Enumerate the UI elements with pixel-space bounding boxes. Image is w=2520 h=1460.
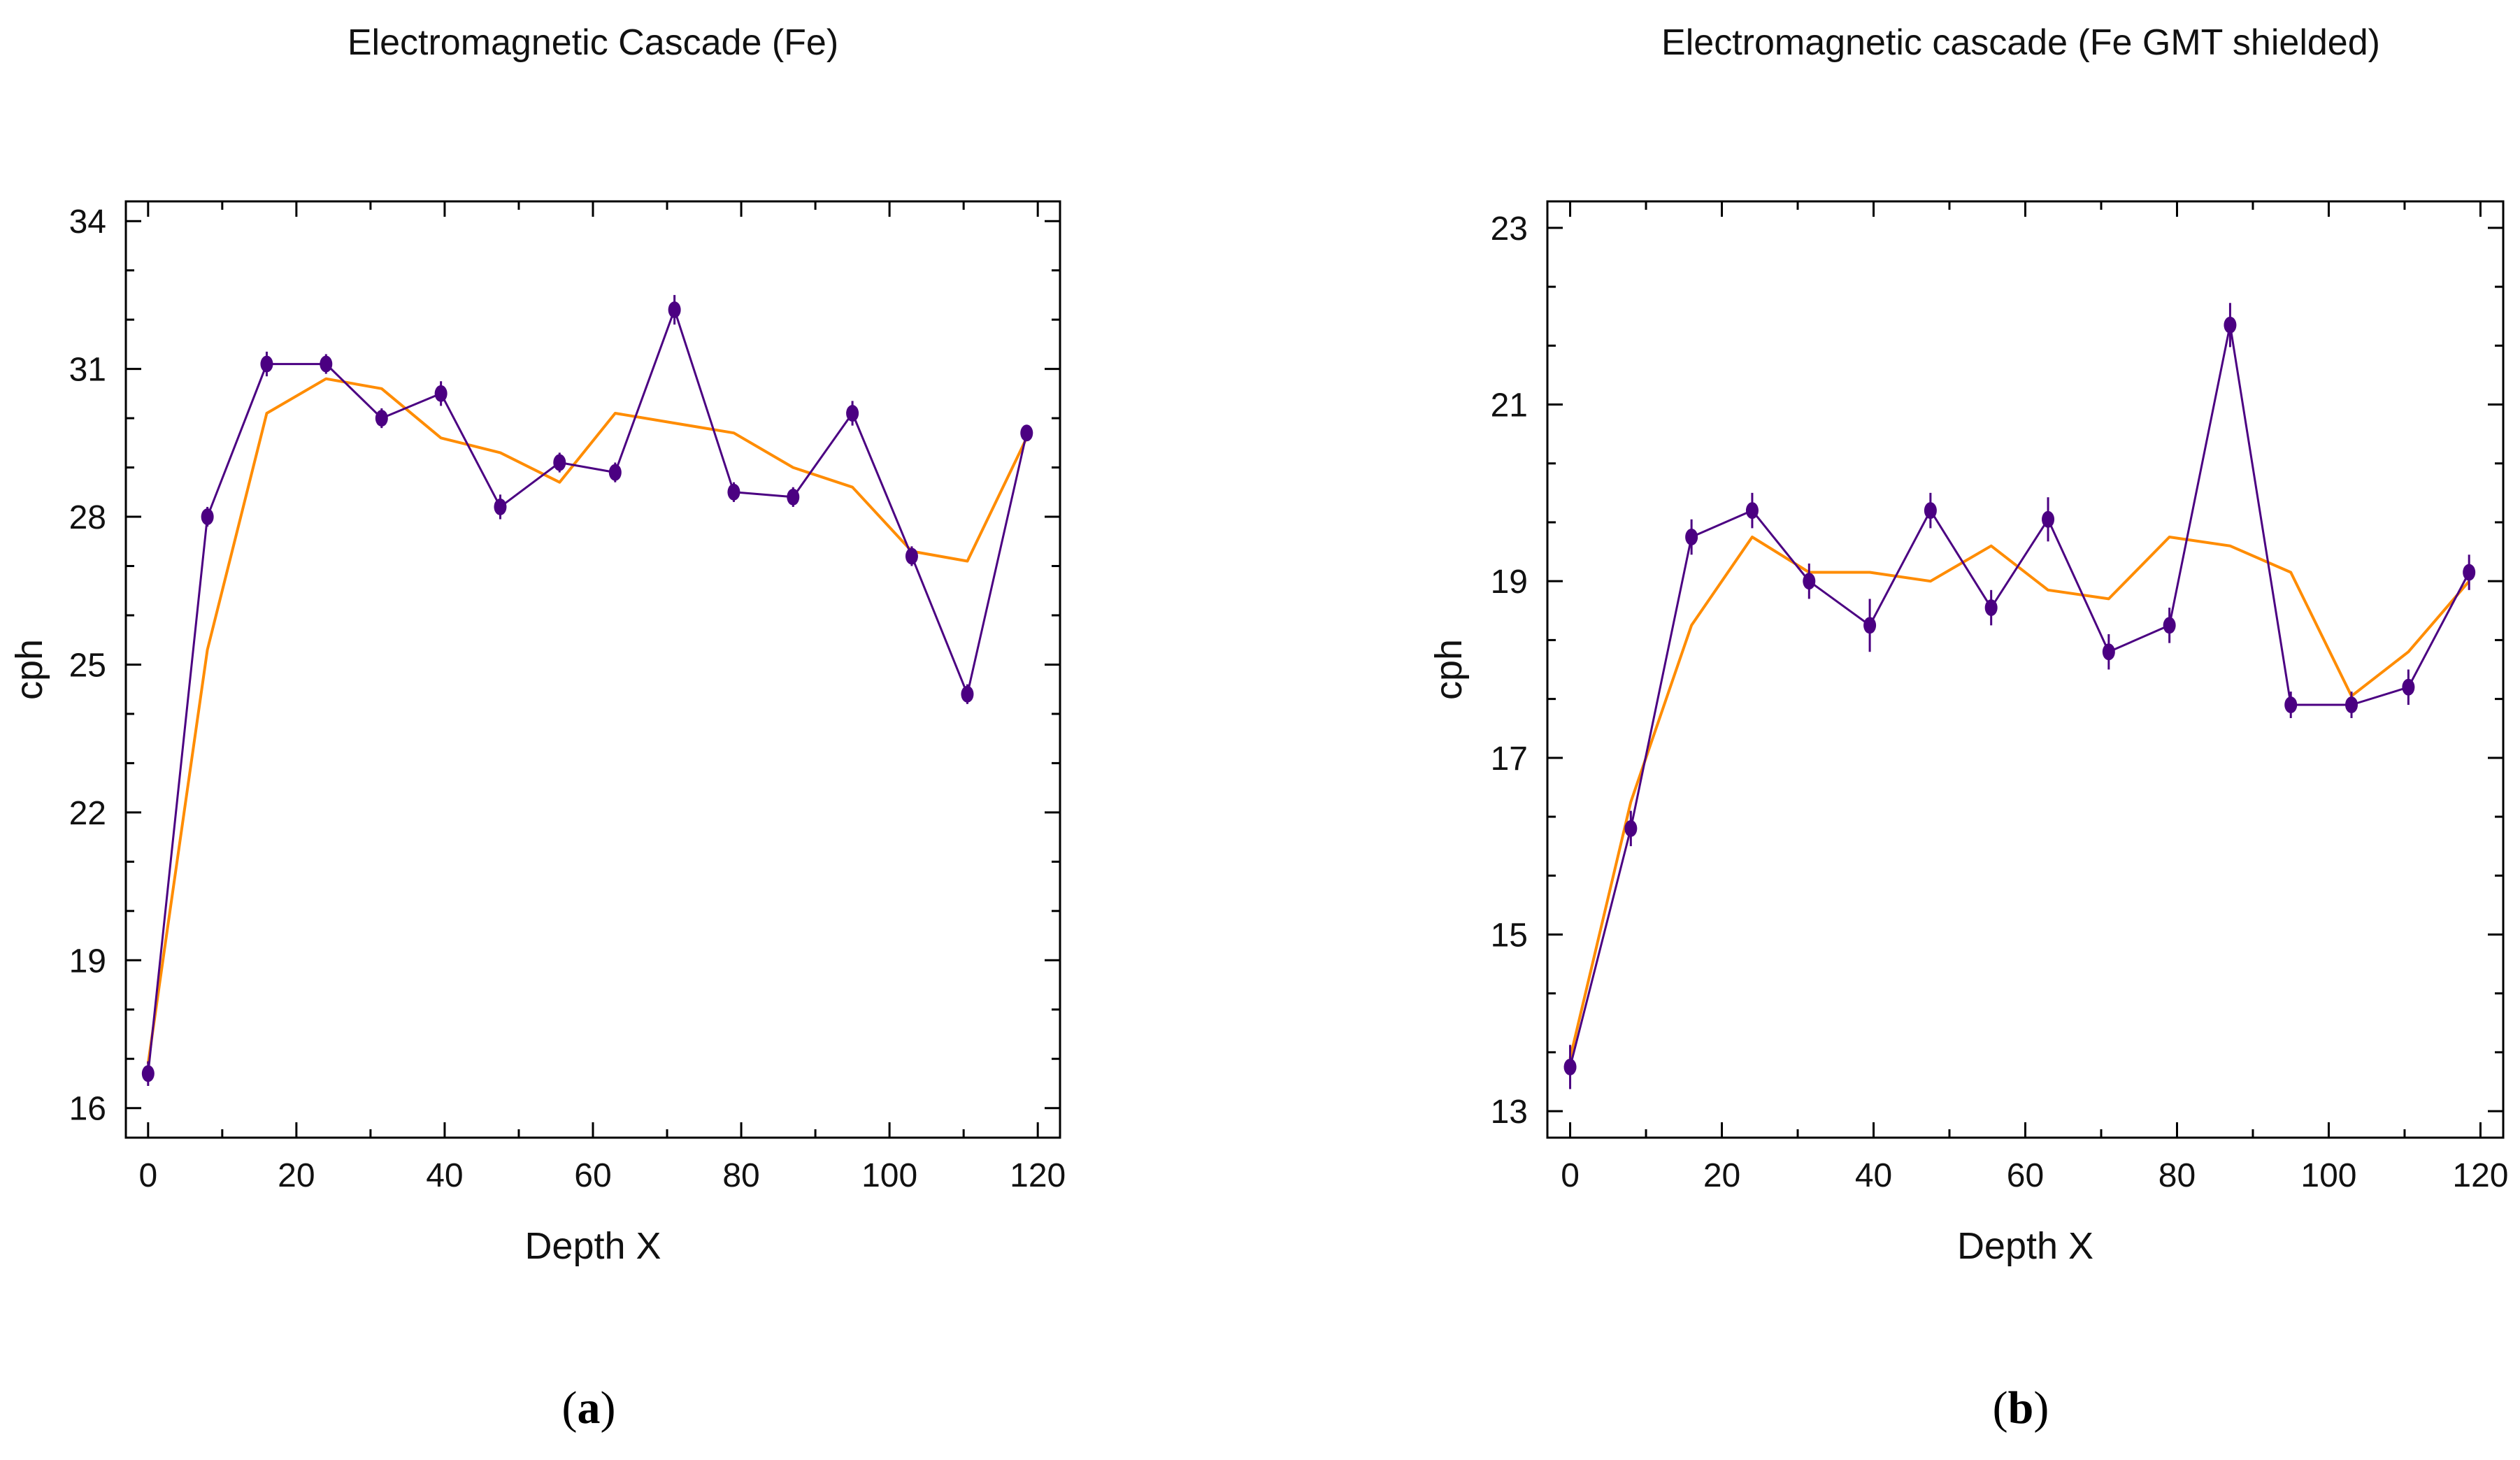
data-point [787, 488, 800, 506]
y-tick-label: 17 [1491, 740, 1528, 778]
data-point [1020, 424, 1033, 442]
data-point [2402, 678, 2415, 696]
y-tick-label: 34 [69, 203, 106, 241]
y-tick-label: 28 [69, 499, 106, 536]
data-point [846, 405, 859, 422]
data-point [2224, 316, 2237, 334]
data-point [260, 355, 273, 373]
x-tick-label: 100 [2300, 1157, 2356, 1194]
x-tick-label: 80 [722, 1157, 759, 1194]
x-tick-label: 120 [1010, 1157, 1066, 1194]
data-point [2463, 564, 2476, 581]
x-tick-label: 80 [2159, 1157, 2196, 1194]
x-tick-label: 20 [1703, 1157, 1740, 1194]
x-tick-label: 40 [1855, 1157, 1892, 1194]
data-point [1624, 820, 1638, 837]
data-point [375, 410, 388, 427]
y-tick-label: 13 [1491, 1094, 1528, 1131]
data-point [2163, 617, 2176, 634]
y-tick-label: 23 [1491, 210, 1528, 248]
panel-label-b: (b) [1993, 1382, 2049, 1433]
y-tick-label: 25 [69, 647, 106, 684]
x-tick-label: 120 [2452, 1157, 2508, 1194]
x-tick-label: 0 [1561, 1157, 1580, 1194]
plot-frame [124, 200, 1061, 1139]
y-tick-label: 16 [69, 1091, 106, 1128]
data-point [553, 454, 566, 471]
y-tick-label: 22 [69, 795, 106, 832]
x-tick-label: 100 [861, 1157, 917, 1194]
y-tick-label: 19 [1491, 564, 1528, 601]
data-point [2284, 696, 2298, 714]
data-point [1863, 617, 1877, 634]
x-axis-label: Depth X [1957, 1225, 2093, 1267]
panel-label-a: (a) [562, 1382, 616, 1433]
series-line-model [1568, 536, 2470, 1059]
x-tick-label: 0 [138, 1157, 157, 1194]
data-point [608, 464, 622, 481]
x-tick-label: 60 [2007, 1157, 2044, 1194]
y-tick-label: 15 [1491, 917, 1528, 954]
data-point [434, 385, 448, 402]
data-point [494, 498, 507, 515]
series-line-measured [147, 308, 1028, 1074]
x-tick-label: 20 [278, 1157, 315, 1194]
y-tick-label: 31 [69, 352, 106, 389]
data-point [1745, 502, 1759, 520]
x-tick-label: 40 [426, 1157, 463, 1194]
y-axis-label: cph [1428, 639, 1470, 700]
y-tick-label: 19 [69, 943, 106, 980]
chart-b: Electromagnetic cascade (Fe GMT shielded… [1428, 22, 2508, 1267]
series-line-measured [1569, 324, 2470, 1068]
data-point [2345, 696, 2358, 714]
data-point [2042, 510, 2055, 528]
data-point [320, 355, 333, 373]
y-axis-label: cph [8, 639, 50, 700]
y-tick-label: 21 [1491, 387, 1528, 424]
data-point [727, 483, 740, 501]
data-point [1924, 502, 1937, 520]
data-point [201, 508, 214, 526]
data-point [1685, 529, 1698, 546]
data-point [1563, 1058, 1577, 1075]
data-point [1803, 573, 1816, 590]
chart-a: Electromagnetic Cascade (Fe) 0 20 40 60 80 100… [8, 22, 1066, 1267]
data-point [668, 301, 681, 319]
data-point [2102, 643, 2115, 661]
series-line-model [146, 377, 1029, 1064]
data-point [141, 1065, 155, 1082]
data-point [1984, 599, 1998, 617]
x-axis-label: Depth X [524, 1225, 661, 1267]
chart-title: Electromagnetic Cascade (Fe) [348, 22, 838, 63]
data-point [961, 685, 974, 703]
chart-title: Electromagnetic cascade (Fe GMT shielded… [1661, 22, 2380, 63]
x-tick-label: 60 [574, 1157, 611, 1194]
plot-frame [1546, 200, 2505, 1139]
data-point [905, 548, 918, 565]
